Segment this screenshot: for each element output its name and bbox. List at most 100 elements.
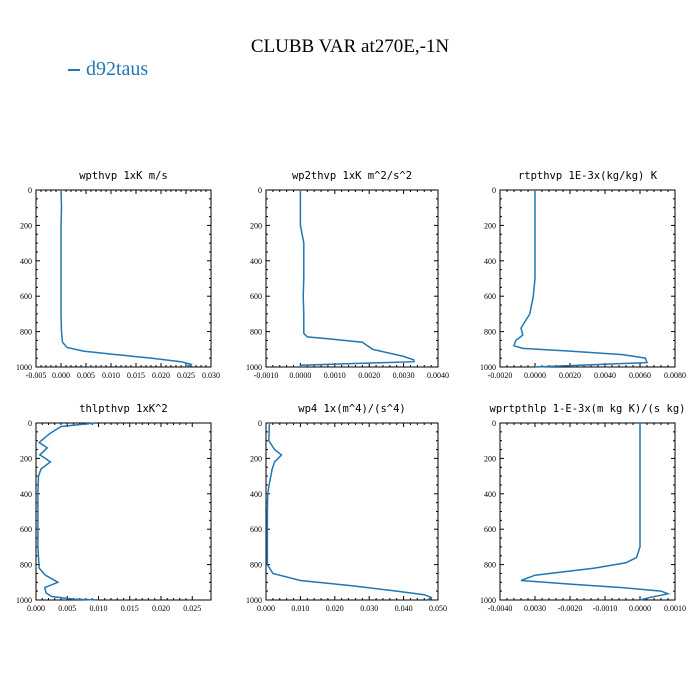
x-tick-label: 0.005: [77, 371, 95, 380]
series-line-1: [513, 190, 649, 368]
x-tick-label: 0.050: [429, 604, 447, 613]
y-tick-label: 400: [20, 490, 32, 499]
panel-title: wprtpthlp 1-E-3x(m kg K)/(s kg): [490, 403, 686, 415]
x-tick-label: 0.010: [102, 371, 120, 380]
series-line-1: [520, 423, 671, 601]
x-tick-label: 0.0040: [427, 371, 449, 380]
plot-frame: [265, 422, 439, 601]
y-tick-label: 800: [20, 561, 32, 570]
legend-label: d92taus: [86, 58, 149, 80]
x-tick-label: -0.0020: [558, 604, 583, 613]
panel-6: wprtpthlp 1-E-3x(m kg K)/(s kg) 0 200 400 60…: [480, 403, 686, 613]
x-tick-label: -0.0020: [488, 371, 513, 380]
x-tick-label: 0.0030: [393, 371, 415, 380]
y-tick-label: 200: [250, 221, 262, 230]
y-tick-label: 200: [20, 221, 32, 230]
panel-title: rtpthvp 1E-3x(kg/kg) K: [518, 170, 658, 182]
y-tick-label: 400: [250, 257, 262, 266]
y-tick-label: 800: [250, 328, 262, 337]
x-tick-label: -0.0010: [593, 604, 618, 613]
x-tick-label: 0.025: [177, 371, 195, 380]
y-tick-label: 800: [20, 328, 32, 337]
y-tick-label: 1000: [246, 596, 262, 605]
series-line-1: [299, 190, 415, 367]
x-tick-label: 0.0030: [524, 604, 546, 613]
x-tick-label: 0.0000: [524, 371, 546, 380]
panel-title: wp2thvp 1xK m^2/s^2: [292, 170, 412, 182]
y-tick-label: 0: [28, 186, 32, 195]
y-tick-label: 1000: [16, 363, 32, 372]
x-tick-label: 0.0080: [664, 371, 686, 380]
y-tick-label: 800: [250, 561, 262, 570]
x-tick-label: 0.0020: [559, 371, 581, 380]
y-tick-label: 400: [484, 490, 496, 499]
y-tick-label: 600: [484, 292, 496, 301]
x-tick-label: 0.0010: [324, 371, 346, 380]
x-tick-label: 0.025: [183, 604, 201, 613]
panel-title: thlpthvp 1xK^2: [79, 403, 168, 415]
x-tick-label: 0.015: [127, 371, 145, 380]
series-line-1: [37, 422, 99, 601]
panel-title: wp4 1x(m^4)/(s^4): [298, 403, 405, 415]
y-tick-label: 0: [28, 419, 32, 428]
y-tick-label: 600: [484, 525, 496, 534]
y-tick-label: 200: [484, 454, 496, 463]
y-tick-label: 0: [258, 186, 262, 195]
y-tick-label: 600: [20, 292, 32, 301]
x-tick-label: 0.010: [291, 604, 309, 613]
x-tick-label: -0.0040: [488, 604, 513, 613]
x-tick-label: 0.040: [395, 604, 413, 613]
x-tick-label: 0.020: [326, 604, 344, 613]
x-tick-label: 0.0020: [358, 371, 380, 380]
y-tick-label: 600: [250, 292, 262, 301]
figure-title: CLUBB VAR at270E,-1N: [250, 36, 450, 57]
series-line-1: [60, 189, 194, 368]
y-tick-label: 1000: [480, 363, 496, 372]
y-tick-label: 1000: [480, 596, 496, 605]
x-tick-label: 0.0000: [289, 371, 311, 380]
plot-frame: [499, 189, 676, 368]
plot-frame: [35, 422, 212, 601]
x-tick-label: 0.0010: [664, 604, 686, 613]
x-tick-label: -0.005: [26, 371, 47, 380]
panel-1: wpthvp 1xK m/s 0 200 400 600 800 1000-0.005 0.0…: [16, 170, 220, 380]
x-tick-label: 0.000: [52, 371, 70, 380]
y-tick-label: 200: [250, 454, 262, 463]
x-tick-label: 0.030: [360, 604, 378, 613]
panel-3: rtpthvp 1E-3x(kg/kg) K 0 200 400 600 800 1000-…: [480, 170, 686, 380]
legend-line-swatch: [68, 69, 80, 72]
panel-title: wpthvp 1xK m/s: [79, 170, 168, 182]
x-tick-label: 0.0000: [629, 604, 651, 613]
y-tick-label: 600: [20, 525, 32, 534]
x-tick-label: 0.0040: [594, 371, 616, 380]
y-tick-label: 0: [492, 186, 496, 195]
y-tick-label: 0: [492, 419, 496, 428]
x-tick-label: -0.0010: [254, 371, 279, 380]
y-tick-label: 200: [484, 221, 496, 230]
series-line-1: [266, 422, 433, 601]
plot-frame: [499, 422, 676, 601]
x-tick-label: 0.020: [152, 371, 170, 380]
y-tick-label: 800: [484, 328, 496, 337]
y-tick-label: 600: [250, 525, 262, 534]
y-tick-label: 800: [484, 561, 496, 570]
y-tick-label: 400: [20, 257, 32, 266]
x-tick-label: 0.0060: [629, 371, 651, 380]
y-tick-label: 1000: [246, 363, 262, 372]
panel-2: wp2thvp 1xK m^2/s^2 0 200 400 600 800 1000-0.0…: [246, 170, 449, 380]
x-tick-label: 0.015: [121, 604, 139, 613]
x-tick-label: 0.000: [27, 604, 45, 613]
x-tick-label: 0.000: [257, 604, 275, 613]
y-tick-label: 400: [250, 490, 262, 499]
legend: d92taus: [68, 58, 148, 81]
y-tick-label: 200: [20, 454, 32, 463]
x-tick-label: 0.010: [90, 604, 108, 613]
x-tick-label: 0.030: [202, 371, 220, 380]
y-tick-label: 1000: [16, 596, 32, 605]
x-tick-label: 0.020: [152, 604, 170, 613]
y-tick-label: 0: [258, 419, 262, 428]
